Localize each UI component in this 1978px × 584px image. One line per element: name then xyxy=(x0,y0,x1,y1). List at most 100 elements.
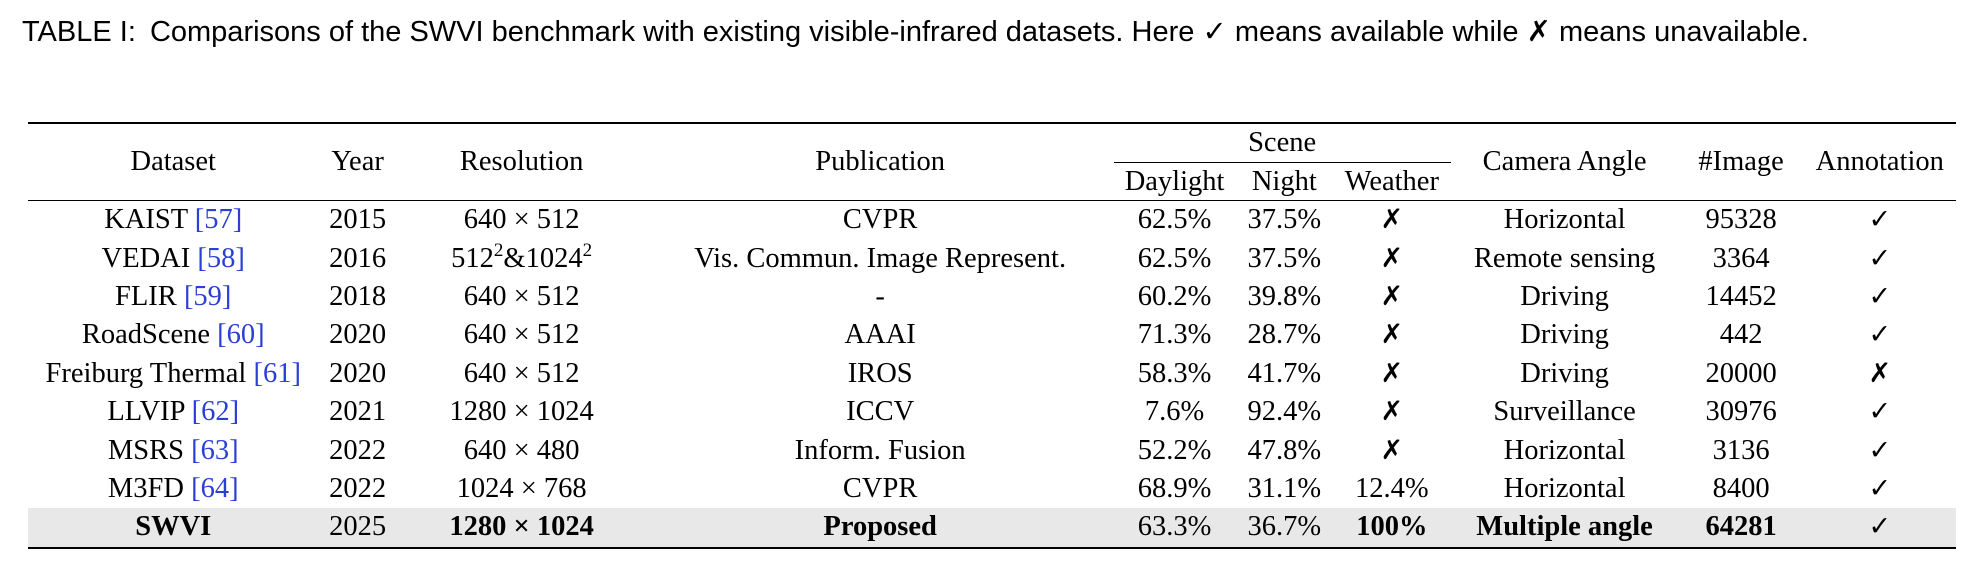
weather-cell: 100% xyxy=(1333,508,1451,549)
publication-value: Inform. Fusion xyxy=(794,434,966,466)
year-value: 2020 xyxy=(329,319,387,351)
publication-cell: Vis. Commun. Image Represent. xyxy=(647,239,1114,277)
table-row: M3FD [64] 2022 1024 × 768 CVPR 68.9% 31.1% 12.… xyxy=(28,470,1956,508)
year-cell: 2020 xyxy=(318,355,396,393)
night-cell: 36.7% xyxy=(1235,508,1334,549)
resolution-width: 640 xyxy=(463,357,507,389)
camera-cell: Driving xyxy=(1451,278,1679,316)
daylight-value: 63.3% xyxy=(1137,511,1212,543)
header-weather: Weather xyxy=(1333,162,1451,201)
night-value: 36.7% xyxy=(1247,511,1322,543)
resolution-b-exponent: 2 xyxy=(582,239,593,261)
dataset-cell: MSRS [63] xyxy=(28,431,318,469)
camera-value: Driving xyxy=(1520,280,1609,312)
header-image-count: #Image xyxy=(1678,122,1804,201)
citation-link[interactable]: [58] xyxy=(197,242,245,274)
citation-link[interactable]: [59] xyxy=(183,280,232,312)
weather-cell: ✗ xyxy=(1333,431,1450,469)
weather-cell: ✗ xyxy=(1333,355,1450,393)
night-value: 31.1% xyxy=(1247,472,1322,504)
dataset-cell: Freiburg Thermal [61] xyxy=(28,355,318,393)
citation-link[interactable]: [60] xyxy=(217,319,265,351)
camera-value: Driving xyxy=(1520,319,1609,351)
resolution-height: 512 xyxy=(536,357,580,389)
resolution-height: 768 xyxy=(543,472,587,504)
header-daylight: Daylight xyxy=(1113,162,1236,201)
caption-text-2: means available while xyxy=(1234,16,1519,48)
dataset-cell: RoadScene [60] xyxy=(28,316,318,354)
header-night: Night xyxy=(1235,162,1334,201)
year-cell: 2021 xyxy=(318,393,396,431)
header-resolution: Resolution xyxy=(396,122,647,201)
publication-value: CVPR xyxy=(842,472,918,504)
annotation-cell: ✓ xyxy=(1804,470,1956,508)
cross-icon: ✗ xyxy=(1868,357,1892,389)
camera-cell: Surveillance xyxy=(1451,393,1679,431)
times-symbol: × xyxy=(513,280,530,312)
header-scene: Scene xyxy=(1113,122,1451,163)
publication-value: IROS xyxy=(847,357,913,389)
camera-value: Horizontal xyxy=(1503,472,1626,504)
resolution-a-exponent: 2 xyxy=(493,239,504,261)
night-cell: 37.5% xyxy=(1235,239,1333,277)
publication-value: ICCV xyxy=(846,396,915,428)
caption-text-1: Comparisons of the SWVI benchmark with e… xyxy=(149,16,1195,48)
annotation-cell: ✓ xyxy=(1804,393,1956,431)
publication-value: Proposed xyxy=(823,511,937,543)
year-value: 2015 xyxy=(329,204,387,236)
camera-cell: Horizontal xyxy=(1451,431,1679,469)
resolution-cell: 640 × 512 xyxy=(397,278,647,316)
resolution-b: 1024 xyxy=(525,242,583,274)
image-count-value: 3136 xyxy=(1712,434,1770,466)
night-cell: 41.7% xyxy=(1235,355,1333,393)
daylight-value: 68.9% xyxy=(1137,472,1212,504)
daylight-value: 52.2% xyxy=(1137,434,1212,466)
cross-icon: ✗ xyxy=(1526,14,1551,48)
resolution-height: 480 xyxy=(536,434,580,466)
dataset-cell: KAIST [57] xyxy=(28,201,318,240)
night-cell: 28.7% xyxy=(1235,316,1333,354)
publication-value: AAAI xyxy=(844,319,916,351)
citation-link[interactable]: [63] xyxy=(191,434,239,466)
publication-value: Vis. Commun. Image Represent. xyxy=(694,242,1067,274)
times-symbol: × xyxy=(520,472,537,504)
check-icon: ✓ xyxy=(1202,14,1227,48)
check-icon: ✓ xyxy=(1868,242,1892,274)
resolution-separator: & xyxy=(503,242,526,274)
daylight-cell: 7.6% xyxy=(1114,393,1236,431)
check-icon: ✓ xyxy=(1868,472,1892,504)
daylight-value: 58.3% xyxy=(1137,357,1212,389)
year-value: 2021 xyxy=(329,396,387,428)
camera-cell: Remote sensing xyxy=(1451,239,1679,277)
resolution-cell: 1280 × 1024 xyxy=(397,393,647,431)
image-count-cell: 14452 xyxy=(1679,278,1804,316)
daylight-cell: 58.3% xyxy=(1114,355,1236,393)
resolution-cell: 1024 × 768 xyxy=(397,470,647,508)
publication-cell: CVPR xyxy=(647,201,1114,240)
resolution-height: 1024 xyxy=(536,511,594,543)
year-value: 2016 xyxy=(329,242,387,274)
times-symbol: × xyxy=(513,204,530,236)
weather-cell: ✗ xyxy=(1333,393,1450,431)
resolution-width: 1280 xyxy=(449,396,507,428)
citation-link[interactable]: [57] xyxy=(194,204,243,236)
night-value: 37.5% xyxy=(1247,242,1322,274)
annotation-cell: ✓ xyxy=(1804,239,1956,277)
night-value: 39.8% xyxy=(1247,280,1322,312)
times-symbol: × xyxy=(513,511,530,543)
dataset-name: VEDAI xyxy=(101,242,191,274)
table-row: RoadScene [60] 2020 640 × 512 AAAI 71.3% 28.7… xyxy=(28,316,1956,354)
citation-link[interactable]: [64] xyxy=(191,472,239,504)
citation-link[interactable]: [61] xyxy=(253,357,301,389)
daylight-cell: 68.9% xyxy=(1114,470,1236,508)
camera-value: Multiple angle xyxy=(1476,511,1653,543)
image-count-cell: 3364 xyxy=(1679,239,1804,277)
header-dataset: Dataset xyxy=(28,122,319,201)
resolution-width: 1024 xyxy=(456,472,514,504)
resolution-cell: 640 × 512 xyxy=(397,201,647,240)
image-count-value: 14452 xyxy=(1705,280,1777,312)
dataset-name: Freiburg Thermal xyxy=(45,357,247,389)
citation-link[interactable]: [62] xyxy=(191,396,240,428)
image-count-cell: 8400 xyxy=(1679,470,1804,508)
daylight-value: 62.5% xyxy=(1137,204,1212,236)
